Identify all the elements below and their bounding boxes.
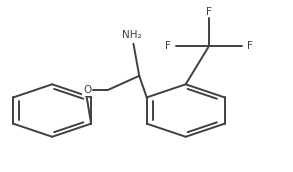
Text: O: O [83,85,91,95]
Text: F: F [247,41,253,51]
Text: NH₂: NH₂ [122,30,142,40]
Text: F: F [206,7,212,17]
Text: F: F [165,41,171,51]
